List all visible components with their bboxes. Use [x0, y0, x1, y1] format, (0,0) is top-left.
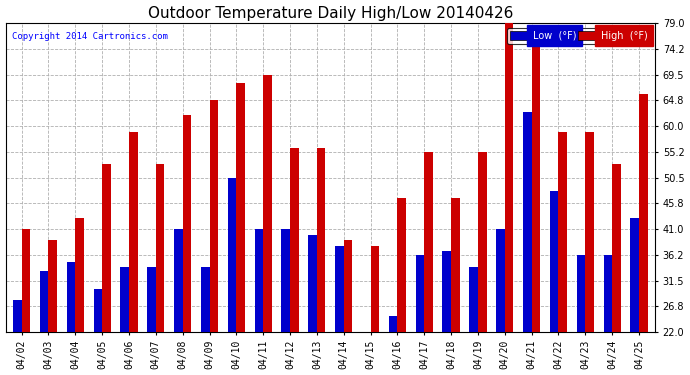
Bar	[424, 152, 433, 332]
Bar	[210, 100, 218, 332]
Bar	[290, 148, 299, 332]
Bar	[317, 148, 326, 332]
Bar	[577, 255, 585, 332]
Bar	[13, 300, 21, 332]
Bar	[335, 246, 344, 332]
Bar	[237, 83, 245, 332]
Bar	[147, 267, 156, 332]
Legend: Low  (°F), High  (°F): Low (°F), High (°F)	[507, 28, 650, 44]
Bar	[523, 112, 531, 332]
Bar	[21, 230, 30, 332]
Bar	[183, 116, 191, 332]
Bar	[531, 45, 540, 332]
Bar	[344, 240, 353, 332]
Bar	[121, 267, 129, 332]
Bar	[388, 316, 397, 332]
Bar	[75, 219, 84, 332]
Bar	[639, 94, 647, 332]
Bar	[442, 251, 451, 332]
Bar	[478, 152, 486, 332]
Text: Copyright 2014 Cartronics.com: Copyright 2014 Cartronics.com	[12, 32, 168, 41]
Bar	[48, 240, 57, 332]
Bar	[451, 198, 460, 332]
Bar	[550, 191, 558, 332]
Bar	[631, 219, 639, 332]
Bar	[505, 23, 513, 332]
Bar	[585, 132, 594, 332]
Bar	[558, 132, 567, 332]
Title: Outdoor Temperature Daily High/Low 20140426: Outdoor Temperature Daily High/Low 20140…	[148, 6, 513, 21]
Bar	[496, 230, 505, 332]
Bar	[308, 235, 317, 332]
Bar	[129, 132, 137, 332]
Bar	[397, 198, 406, 332]
Bar	[228, 178, 237, 332]
Bar	[263, 75, 272, 332]
Bar	[604, 255, 612, 332]
Bar	[282, 230, 290, 332]
Bar	[255, 230, 263, 332]
Bar	[94, 289, 102, 332]
Bar	[201, 267, 210, 332]
Bar	[174, 230, 183, 332]
Bar	[102, 164, 111, 332]
Bar	[67, 262, 75, 332]
Bar	[415, 255, 424, 332]
Bar	[156, 164, 164, 332]
Bar	[371, 246, 379, 332]
Bar	[469, 267, 478, 332]
Bar	[40, 271, 48, 332]
Bar	[612, 164, 621, 332]
